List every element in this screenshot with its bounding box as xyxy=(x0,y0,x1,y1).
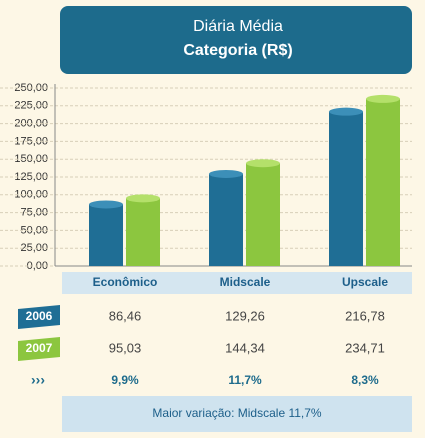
chart-subtitle: Categoria (R$) xyxy=(183,42,292,59)
y-tick-label: 25,00 xyxy=(20,242,48,254)
x-tick-label: Econômico xyxy=(93,275,158,289)
variation-value: 11,7% xyxy=(228,373,262,387)
table-value: 144,34 xyxy=(225,340,265,355)
bar-cap xyxy=(89,200,123,209)
arrows-icon: ››› xyxy=(31,372,45,388)
bar-cap xyxy=(126,194,160,203)
bar-cap xyxy=(209,169,243,178)
variation-value: 8,3% xyxy=(351,373,379,387)
year-badge xyxy=(18,337,60,361)
table-value: 129,26 xyxy=(225,308,265,323)
year-label: 2006 xyxy=(26,309,53,323)
x-tick-label: Midscale xyxy=(220,275,271,289)
y-tick-label: 75,00 xyxy=(20,207,48,219)
table-value: 86,46 xyxy=(109,308,142,323)
bar xyxy=(329,111,363,266)
bar xyxy=(366,98,400,267)
title-box xyxy=(60,6,412,74)
variation-value: 9,9% xyxy=(111,373,139,387)
table-value: 95,03 xyxy=(109,340,142,355)
bar-cap xyxy=(246,159,280,168)
y-tick-label: 50,00 xyxy=(20,224,48,236)
table-value: 234,71 xyxy=(345,340,385,355)
bar xyxy=(89,204,123,266)
year-label: 2007 xyxy=(26,341,53,355)
bar xyxy=(209,173,243,266)
year-badge xyxy=(18,305,60,329)
bar xyxy=(246,163,280,266)
table-value: 216,78 xyxy=(345,308,385,323)
bar-cap xyxy=(366,94,400,103)
chart-title: Diária Média xyxy=(193,18,283,35)
note: Maior variação: Midscale 11,7% xyxy=(152,406,322,420)
note-box xyxy=(62,396,412,432)
category-band xyxy=(62,272,412,294)
bar xyxy=(126,198,160,266)
bar-cap xyxy=(329,107,363,116)
x-tick-label: Upscale xyxy=(342,275,388,289)
